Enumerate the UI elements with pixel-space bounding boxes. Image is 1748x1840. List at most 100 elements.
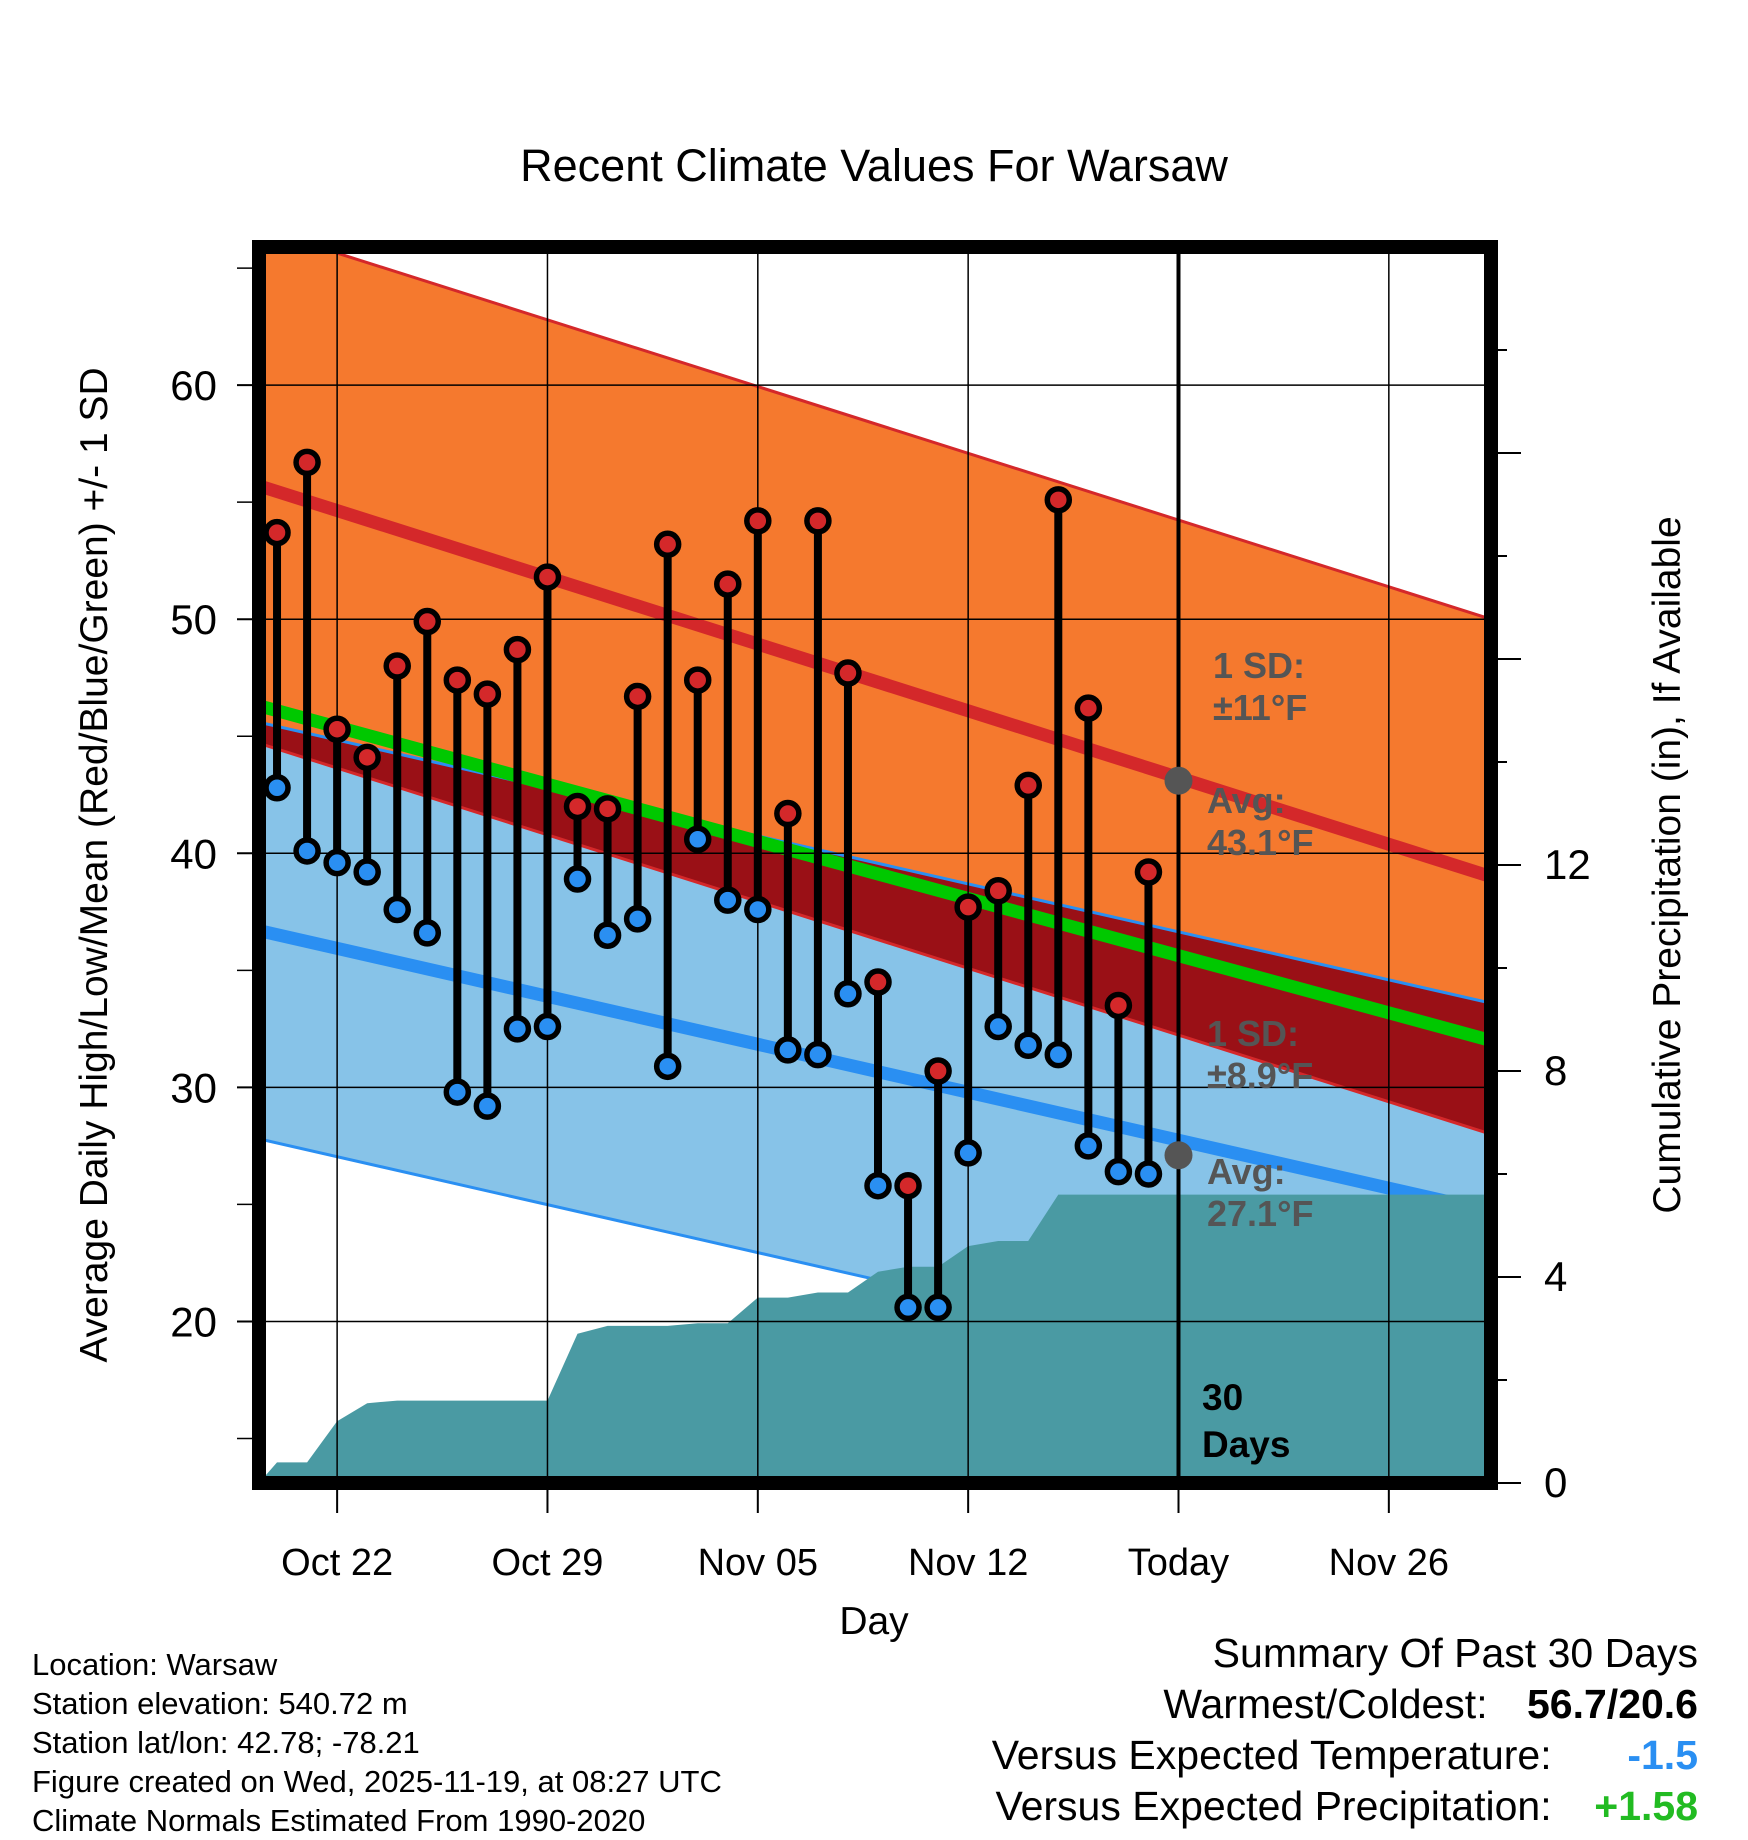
daily-low-point <box>864 1171 892 1200</box>
daily-low-point <box>683 825 712 853</box>
low-sd-label: 1 SD: <box>1207 1013 1299 1054</box>
daily-high-point <box>864 968 892 996</box>
high-band-lower-edge <box>259 741 1491 1136</box>
station-info: Location: Warsaw Station elevation: 540.… <box>32 1645 722 1840</box>
daily-high-point <box>954 893 982 921</box>
precip-value: +1.58 <box>1594 1783 1698 1829</box>
daily-high-point <box>924 1057 952 1085</box>
daily-low-point <box>714 886 742 914</box>
daily-low-point <box>774 1036 802 1064</box>
elevation-text: Station elevation: 540.72 m <box>32 1686 408 1721</box>
high-average-line <box>259 479 1491 883</box>
y-tick-label: 30 <box>170 1064 217 1111</box>
daily-low-point <box>623 905 652 933</box>
high-sd-value: ±11°F <box>1213 687 1307 728</box>
temp-value: -1.5 <box>1627 1732 1698 1778</box>
y2-tick-label: 4 <box>1544 1253 1567 1300</box>
y-tick-label: 40 <box>170 830 217 877</box>
daily-low-point <box>413 919 442 947</box>
daily-high-point <box>1014 771 1042 800</box>
daily-low-point <box>353 858 381 886</box>
temp-label: Versus Expected Temperature: <box>991 1732 1552 1778</box>
created-text: Figure created on Wed, 2025-11-19, at 08… <box>32 1764 722 1799</box>
summary-temperature: Versus Expected Temperature: -1.5 <box>992 1730 1698 1781</box>
x-axis-label: Day <box>839 1600 909 1643</box>
low-band-upper-edge <box>259 720 1491 1005</box>
warmest-coldest-value: 56.7/20.6 <box>1527 1681 1698 1727</box>
y-tick-label: 60 <box>170 362 217 409</box>
daily-marks <box>263 448 1163 1322</box>
daily-high-point <box>443 666 472 694</box>
daily-high-point <box>1074 694 1103 722</box>
daily-high-point <box>353 743 381 772</box>
daily-low-point <box>503 1015 532 1043</box>
daily-high-point <box>744 507 772 535</box>
daily-high-point <box>623 682 652 711</box>
daily-high-point <box>563 792 592 821</box>
daily-low-point <box>653 1052 682 1081</box>
daily-high-point <box>1104 991 1133 1020</box>
y2-tick-label: 0 <box>1544 1459 1567 1506</box>
latlon-text: Station lat/lon: 42.78; -78.21 <box>32 1725 420 1760</box>
low-sd-value: ±8.9°F <box>1207 1055 1313 1096</box>
summary-title: Summary Of Past 30 Days <box>1212 1630 1698 1676</box>
chart-title: Recent Climate Values For Warsaw <box>520 140 1228 191</box>
daily-low-point <box>804 1040 832 1069</box>
normals-text: Climate Normals Estimated From 1990-2020 <box>32 1803 646 1838</box>
daily-low-point <box>563 865 592 893</box>
daily-high-point <box>293 448 321 477</box>
daily-low-point <box>383 895 411 924</box>
high-avg-value: 43.1°F <box>1207 822 1313 863</box>
daily-high-point <box>1044 486 1073 514</box>
daily-low-point <box>443 1078 472 1106</box>
daily-low-point <box>533 1012 562 1041</box>
daily-low-point <box>1044 1040 1073 1069</box>
daily-high-point <box>383 652 411 680</box>
today-low-average-dot <box>1164 1141 1193 1170</box>
daily-low-point <box>924 1293 952 1322</box>
daily-high-point <box>413 607 442 636</box>
y2-tick-label: 8 <box>1544 1047 1567 1094</box>
daily-high-point <box>323 715 351 743</box>
y2-tick-label: 12 <box>1544 841 1591 888</box>
y-tick-label: 50 <box>170 596 217 643</box>
summary-warmest-coldest: Warmest/Coldest: 56.7/20.6 <box>992 1679 1698 1730</box>
x-tick-label: Nov 12 <box>908 1542 1028 1584</box>
daily-low-point <box>984 1012 1012 1041</box>
y2-axis-label: Cumulative Precipitation (in), If Availa… <box>1646 516 1689 1213</box>
precip-label: Versus Expected Precipitation: <box>995 1783 1552 1829</box>
daily-high-point <box>473 680 502 708</box>
high-sd-label: 1 SD: <box>1213 645 1305 686</box>
warmest-coldest-label: Warmest/Coldest: <box>1163 1681 1488 1727</box>
daily-low-point <box>834 980 862 1008</box>
high-band-upper-edge <box>313 247 1491 621</box>
daily-high-point <box>984 877 1012 905</box>
x-tick-label: Oct 29 <box>491 1542 603 1584</box>
x-tick-label: Nov 26 <box>1329 1542 1449 1584</box>
y-tick-label: 20 <box>170 1298 217 1345</box>
high-avg-label: Avg: <box>1207 780 1286 821</box>
days-count: 30 <box>1202 1377 1243 1418</box>
daily-low-point <box>954 1139 982 1167</box>
low-avg-label: Avg: <box>1207 1151 1286 1192</box>
daily-high-point <box>774 799 802 828</box>
daily-high-point <box>804 507 832 535</box>
daily-high-point <box>894 1171 922 1200</box>
daily-high-point <box>263 518 291 547</box>
x-tick-label: Oct 22 <box>281 1542 393 1584</box>
summary-panel: Summary Of Past 30 Days Warmest/Coldest:… <box>992 1628 1698 1832</box>
daily-low-point <box>744 895 772 924</box>
y-axis-label: Average Daily High/Low/Mean (Red/Blue/Gr… <box>73 367 116 1362</box>
location-text: Location: Warsaw <box>32 1647 278 1682</box>
low-avg-value: 27.1°F <box>1207 1193 1313 1234</box>
daily-low-point <box>473 1092 502 1120</box>
summary-precipitation: Versus Expected Precipitation: +1.58 <box>992 1781 1699 1832</box>
mean-average-line <box>259 699 1491 1047</box>
high-sd-band <box>259 247 1491 1135</box>
daily-low-point <box>293 837 321 865</box>
daily-low-point <box>1104 1157 1133 1186</box>
axes: 20 30 40 50 60 0 4 8 12 Oct 22 Oct 29 Nov 05 Nov 12 T… <box>170 240 1591 1584</box>
daily-high-point <box>653 530 682 559</box>
daily-high-point <box>503 635 532 664</box>
